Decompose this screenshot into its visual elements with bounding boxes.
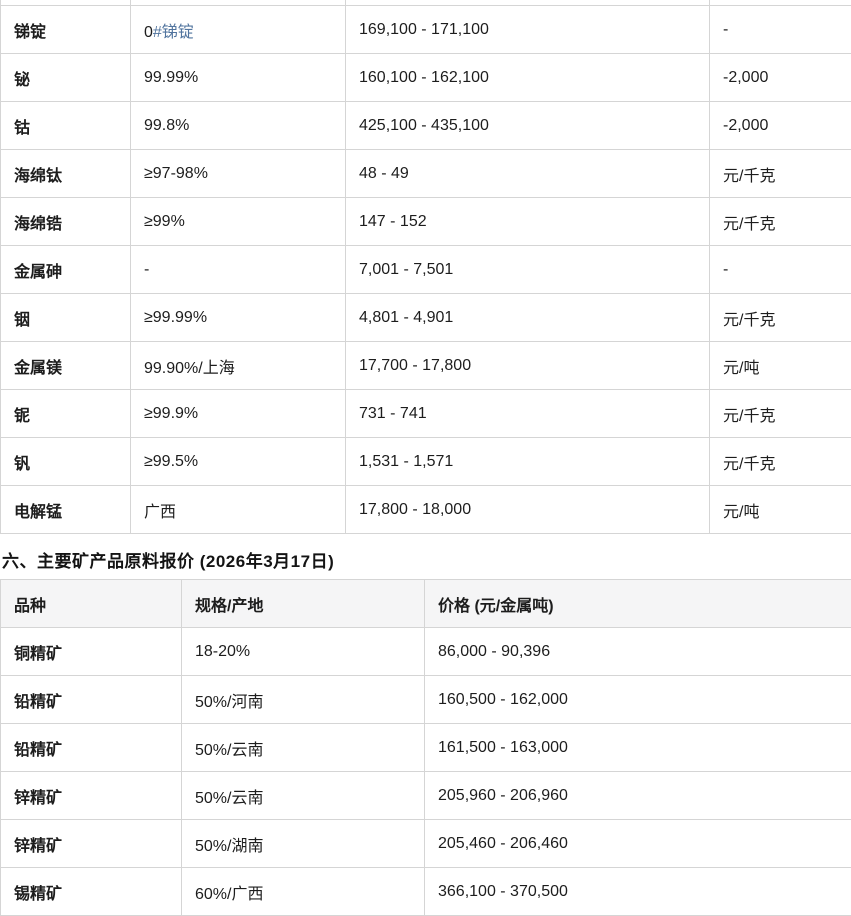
table-header-row: 品种 规格/产地 价格 (元/金属吨) — [1, 580, 851, 628]
metal-spec: 广西 — [131, 486, 346, 534]
ore-name: 锌精矿 — [1, 772, 182, 820]
ore-name: 锌精矿 — [1, 820, 182, 868]
metal-spec: ≥97-98% — [131, 150, 346, 198]
price-range: 169,100 - 171,100 — [346, 6, 710, 54]
table-row: 铅精矿 50%/云南 161,500 - 163,000 — [1, 724, 851, 772]
ore-name: 铜精矿 — [1, 628, 182, 676]
ore-price-range: 86,000 - 90,396 — [425, 628, 851, 676]
table-row: 铌 ≥99.9% 731 - 741 元/千克 — [1, 390, 851, 438]
table-row: 金属砷 - 7,001 - 7,501 - — [1, 246, 851, 294]
change-or-unit: 元/千克 — [710, 294, 851, 342]
metal-spec: ≥99.99% — [131, 294, 346, 342]
metal-spec: 99.8% — [131, 102, 346, 150]
metal-spec: 99.90%/上海 — [131, 342, 346, 390]
metal-name: 海绵钛 — [1, 150, 131, 198]
price-range: 160,100 - 162,100 — [346, 54, 710, 102]
hashtag-link[interactable]: #锑锭 — [153, 24, 194, 41]
ore-price-range: 160,500 - 162,000 — [425, 676, 851, 724]
ore-price-range: 161,500 - 163,000 — [425, 724, 851, 772]
ore-spec: 50%/湖南 — [182, 820, 425, 868]
metal-name: 海绵锆 — [1, 198, 131, 246]
spec-prefix: 0 — [144, 24, 153, 41]
change-or-unit: 元/千克 — [710, 150, 851, 198]
metal-name: 金属镁 — [1, 342, 131, 390]
ore-spec: 50%/云南 — [182, 724, 425, 772]
ore-name: 铅精矿 — [1, 724, 182, 772]
metal-name: 铌 — [1, 390, 131, 438]
change-or-unit: 元/吨 — [710, 486, 851, 534]
metal-spec: ≥99% — [131, 198, 346, 246]
metal-name: 钒 — [1, 438, 131, 486]
ore-price-range: 205,460 - 206,460 — [425, 820, 851, 868]
change-or-unit: -2,000 — [710, 54, 851, 102]
ore-spec: 18-20% — [182, 628, 425, 676]
column-header-spec-origin: 规格/产地 — [182, 580, 425, 628]
ore-name: 铅精矿 — [1, 676, 182, 724]
table-row: 锌精矿 50%/云南 205,960 - 206,960 — [1, 772, 851, 820]
column-header-price: 价格 (元/金属吨) — [425, 580, 851, 628]
metal-name: 电解锰 — [1, 486, 131, 534]
ore-price-range: 366,100 - 370,500 — [425, 868, 851, 916]
ore-spec: 50%/河南 — [182, 676, 425, 724]
change-or-unit: -2,000 — [710, 102, 851, 150]
metal-spec: - — [131, 246, 346, 294]
ore-spec: 60%/广西 — [182, 868, 425, 916]
price-range: 425,100 - 435,100 — [346, 102, 710, 150]
price-range: 48 - 49 — [346, 150, 710, 198]
ore-name: 锡精矿 — [1, 868, 182, 916]
table-row: 海绵锆 ≥99% 147 - 152 元/千克 — [1, 198, 851, 246]
price-range: 1,531 - 1,571 — [346, 438, 710, 486]
metal-spec: 99.99% — [131, 54, 346, 102]
ore-spec: 50%/云南 — [182, 772, 425, 820]
table-row: 铜精矿 18-20% 86,000 - 90,396 — [1, 628, 851, 676]
change-or-unit: 元/千克 — [710, 390, 851, 438]
table-row: 钴 99.8% 425,100 - 435,100 -2,000 — [1, 102, 851, 150]
section-heading: 六、主要矿产品原料报价 (2026年3月17日) — [0, 547, 851, 572]
change-or-unit: - — [710, 246, 851, 294]
table-row: 铅精矿 50%/河南 160,500 - 162,000 — [1, 676, 851, 724]
ore-price-table: 品种 规格/产地 价格 (元/金属吨) 铜精矿 18-20% 86,000 - … — [0, 579, 851, 916]
metal-name: 铋 — [1, 54, 131, 102]
table-row: 电解锰 广西 17,800 - 18,000 元/吨 — [1, 486, 851, 534]
price-range: 17,800 - 18,000 — [346, 486, 710, 534]
table-row: 铟 ≥99.99% 4,801 - 4,901 元/千克 — [1, 294, 851, 342]
price-range: 4,801 - 4,901 — [346, 294, 710, 342]
table-row: 锌精矿 50%/湖南 205,460 - 206,460 — [1, 820, 851, 868]
change-or-unit: 元/千克 — [710, 198, 851, 246]
price-range: 7,001 - 7,501 — [346, 246, 710, 294]
change-or-unit: 元/吨 — [710, 342, 851, 390]
metal-name: 金属砷 — [1, 246, 131, 294]
metals-price-table: 锑锭 0#锑锭 169,100 - 171,100 - 铋 99.99% 160… — [0, 0, 851, 534]
change-or-unit: 元/千克 — [710, 438, 851, 486]
metal-spec: ≥99.5% — [131, 438, 346, 486]
metal-name: 铟 — [1, 294, 131, 342]
metal-name: 钴 — [1, 102, 131, 150]
price-range: 147 - 152 — [346, 198, 710, 246]
table-row: 铋 99.99% 160,100 - 162,100 -2,000 — [1, 54, 851, 102]
metal-spec: ≥99.9% — [131, 390, 346, 438]
table-row: 锡精矿 60%/广西 366,100 - 370,500 — [1, 868, 851, 916]
price-range: 731 - 741 — [346, 390, 710, 438]
table-row: 海绵钛 ≥97-98% 48 - 49 元/千克 — [1, 150, 851, 198]
table-row: 金属镁 99.90%/上海 17,700 - 17,800 元/吨 — [1, 342, 851, 390]
metal-spec: 0#锑锭 — [131, 6, 346, 54]
column-header-variety: 品种 — [1, 580, 182, 628]
ore-price-range: 205,960 - 206,960 — [425, 772, 851, 820]
change-or-unit: - — [710, 6, 851, 54]
table-row: 钒 ≥99.5% 1,531 - 1,571 元/千克 — [1, 438, 851, 486]
table-row: 锑锭 0#锑锭 169,100 - 171,100 - — [1, 6, 851, 54]
price-range: 17,700 - 17,800 — [346, 342, 710, 390]
metal-name: 锑锭 — [1, 6, 131, 54]
